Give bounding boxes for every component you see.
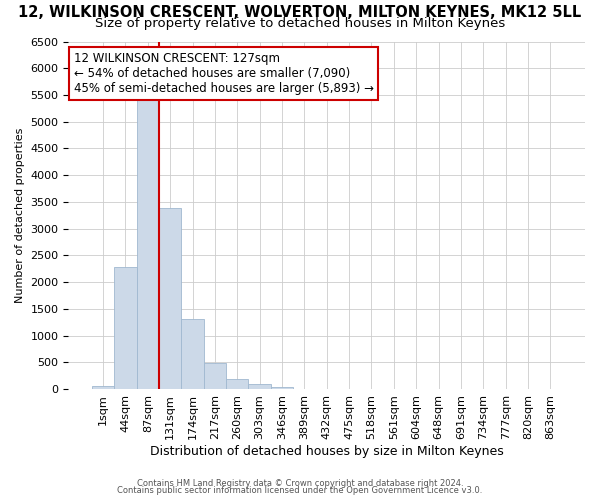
Text: 12 WILKINSON CRESCENT: 127sqm
← 54% of detached houses are smaller (7,090)
45% o: 12 WILKINSON CRESCENT: 127sqm ← 54% of d… bbox=[74, 52, 374, 95]
Y-axis label: Number of detached properties: Number of detached properties bbox=[15, 128, 25, 303]
Bar bbox=[204, 364, 226, 389]
Text: Contains public sector information licensed under the Open Government Licence v3: Contains public sector information licen… bbox=[118, 486, 482, 495]
Bar bbox=[159, 208, 181, 389]
Text: Size of property relative to detached houses in Milton Keynes: Size of property relative to detached ho… bbox=[95, 18, 505, 30]
Bar bbox=[181, 319, 204, 389]
Bar bbox=[114, 267, 137, 389]
Text: Contains HM Land Registry data © Crown copyright and database right 2024.: Contains HM Land Registry data © Crown c… bbox=[137, 478, 463, 488]
X-axis label: Distribution of detached houses by size in Milton Keynes: Distribution of detached houses by size … bbox=[150, 444, 503, 458]
Bar bbox=[92, 386, 114, 389]
Bar bbox=[226, 378, 248, 389]
Text: 12, WILKINSON CRESCENT, WOLVERTON, MILTON KEYNES, MK12 5LL: 12, WILKINSON CRESCENT, WOLVERTON, MILTO… bbox=[19, 5, 581, 20]
Bar bbox=[271, 388, 293, 389]
Bar bbox=[248, 384, 271, 389]
Bar bbox=[137, 98, 159, 389]
